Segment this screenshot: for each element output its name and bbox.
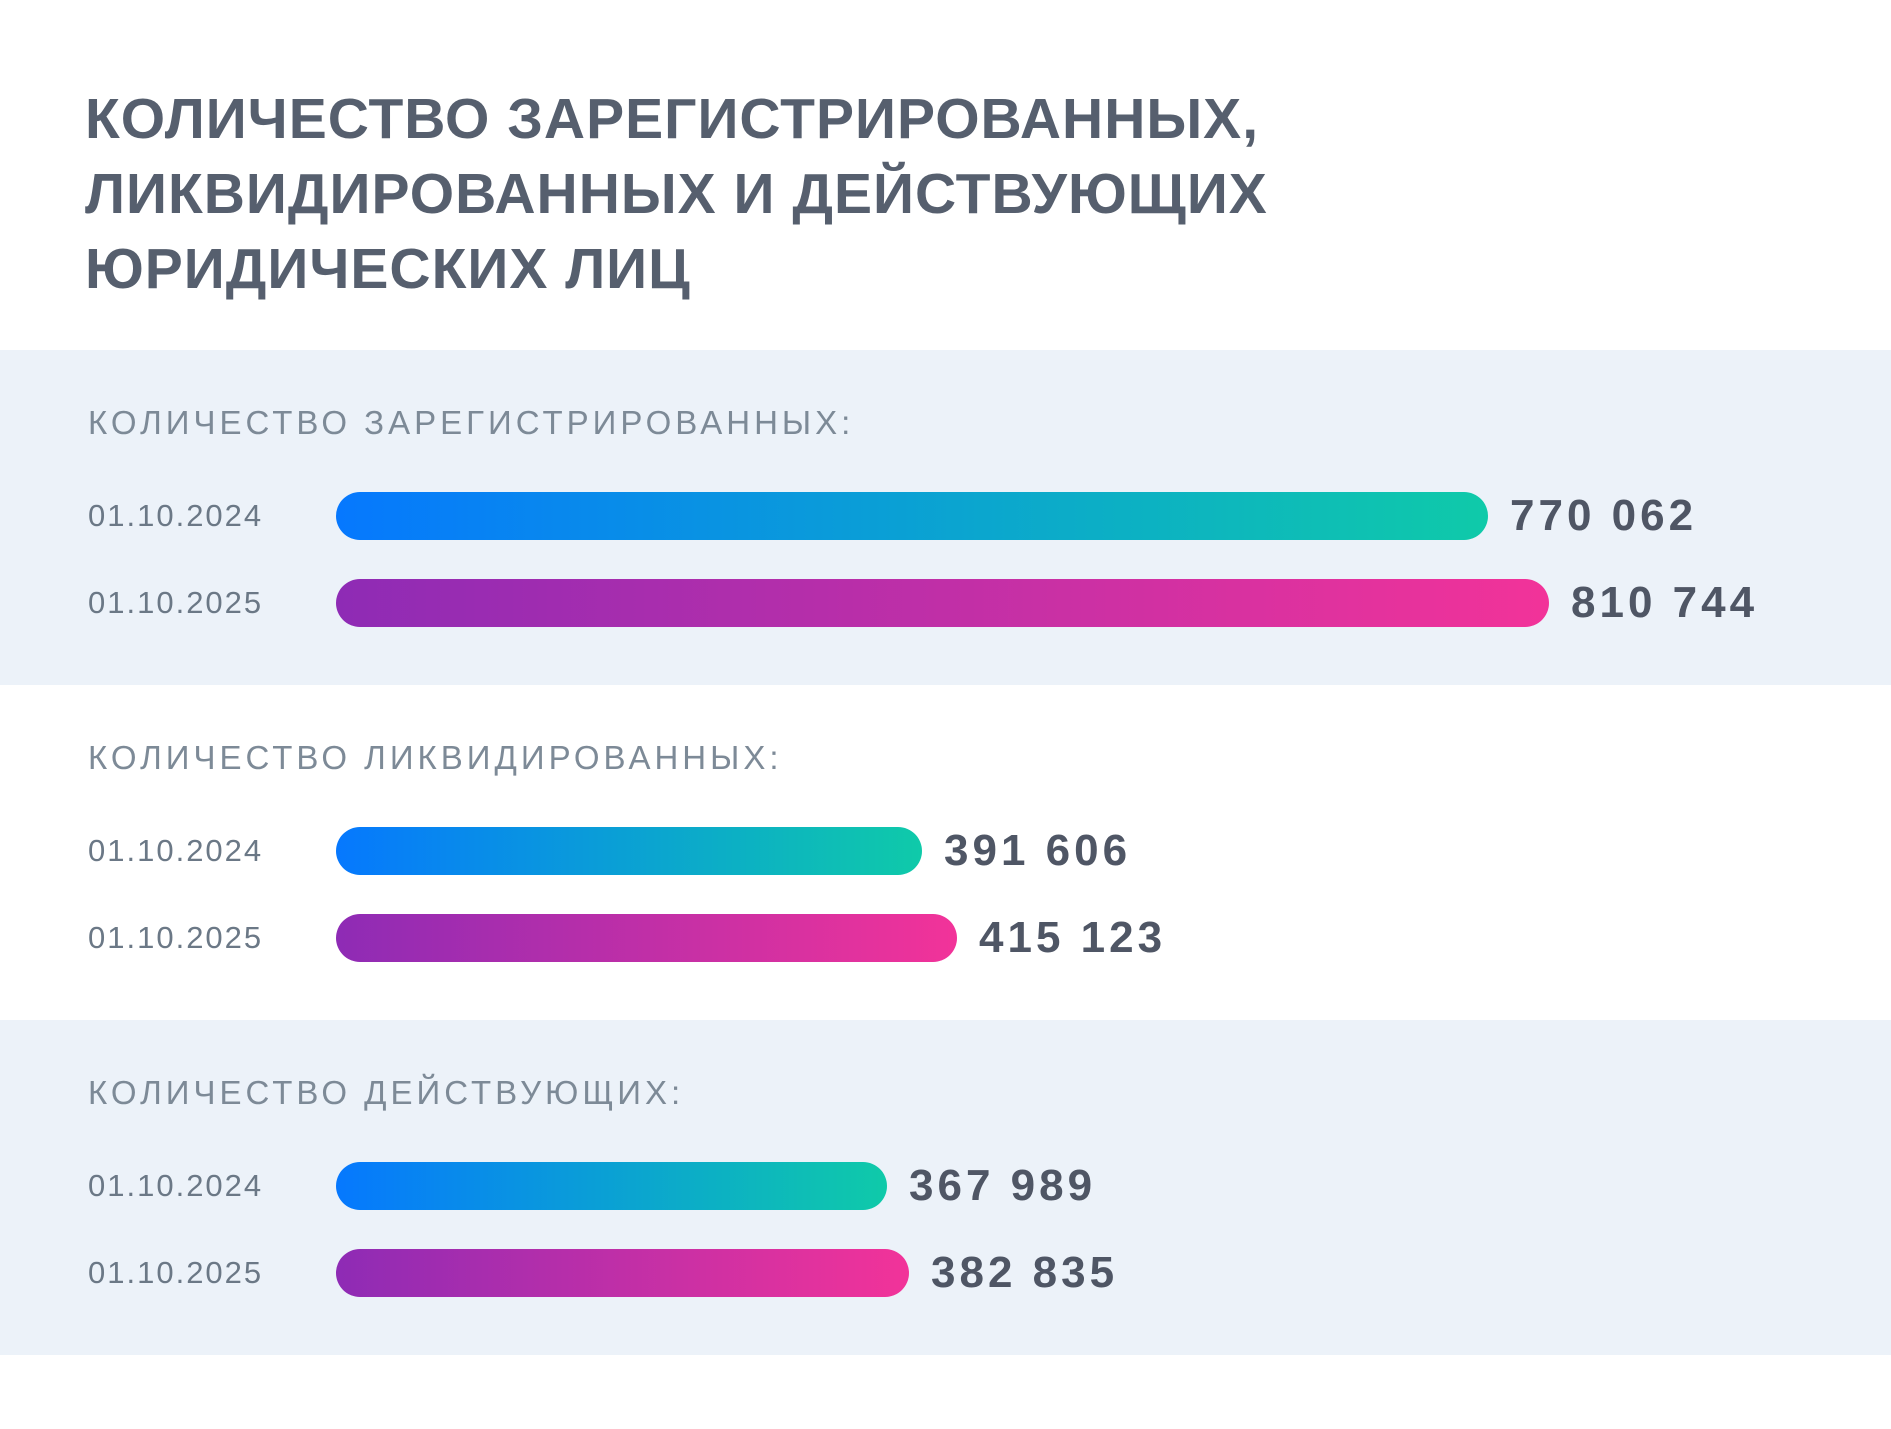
section-active-header: КОЛИЧЕСТВО ДЕЙСТВУЮЩИХ: [88,1074,685,1111]
active-2025-date-label: 01.10.2025 [88,1255,264,1290]
page-title: КОЛИЧЕСТВО ЗАРЕГИСТРИРОВАННЫХ, ЛИКВИДИРО… [0,0,1891,350]
registered-2025-value: 810 744 [1571,578,1759,627]
liquidated-2024-date-label: 01.10.2024 [88,833,264,868]
liquidated-2024-bar [336,827,922,875]
active-2025-row: 01.10.2025 382 835 [88,1248,1891,1297]
active-2024-date-label: 01.10.2024 [88,1168,264,1203]
section-liquidated: КОЛИЧЕСТВО ЛИКВИДИРОВАННЫХ: 01.10.2024 3… [0,685,1891,1020]
page-title-line-1: КОЛИЧЕСТВО ЗАРЕГИСТРИРОВАННЫХ, [85,87,1260,151]
registered-2024-value: 770 062 [1510,491,1698,540]
registered-2024-date-label: 01.10.2024 [88,498,264,533]
active-2025-bar [336,1249,909,1297]
liquidated-2025-row: 01.10.2025 415 123 [88,913,1891,962]
liquidated-2025-value: 415 123 [979,913,1167,962]
page-title-line-2: ЛИКВИДИРОВАННЫХ И ДЕЙСТВУЮЩИХ [85,162,1268,226]
active-2025-value: 382 835 [931,1248,1119,1297]
section-registered: КОЛИЧЕСТВО ЗАРЕГИСТРИРОВАННЫХ: 01.10.202… [0,350,1891,685]
liquidated-2024-row: 01.10.2024 391 606 [88,826,1891,875]
registered-2025-row: 01.10.2025 810 744 [88,578,1891,627]
active-2024-value: 367 989 [909,1161,1097,1210]
section-active: КОЛИЧЕСТВО ДЕЙСТВУЮЩИХ: 01.10.2024 367 9… [0,1020,1891,1355]
active-2024-row: 01.10.2024 367 989 [88,1161,1891,1210]
registered-2025-date-label: 01.10.2025 [88,585,264,620]
registered-2025-bar [336,579,1549,627]
registered-2024-row: 01.10.2024 770 062 [88,491,1891,540]
liquidated-2024-value: 391 606 [944,826,1132,875]
liquidated-2025-date-label: 01.10.2025 [88,920,264,955]
section-liquidated-header: КОЛИЧЕСТВО ЛИКВИДИРОВАННЫХ: [88,739,783,776]
page-title-line-3: ЮРИДИЧЕСКИХ ЛИЦ [85,237,691,301]
liquidated-2025-bar [336,914,957,962]
registered-2024-bar [336,492,1488,540]
active-2024-bar [336,1162,887,1210]
section-registered-header: КОЛИЧЕСТВО ЗАРЕГИСТРИРОВАННЫХ: [88,404,855,441]
